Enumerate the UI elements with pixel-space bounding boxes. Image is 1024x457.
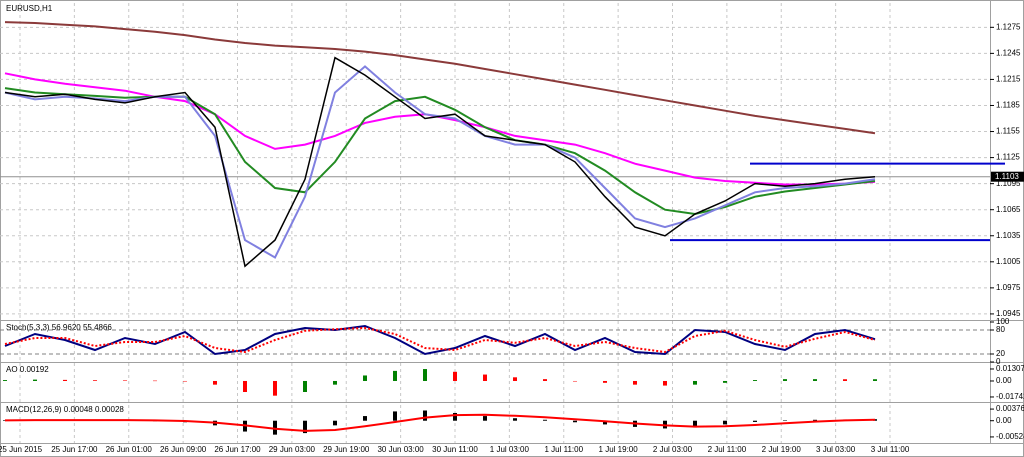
histogram-bar: [723, 420, 727, 425]
y-tick-label: 1.1065: [996, 205, 1021, 214]
indicator-label: MACD(12,26,9) 0.00048 0.00028: [6, 405, 124, 414]
symbol-title: EURUSD,H1: [6, 4, 53, 13]
histogram-bar: [543, 419, 547, 421]
series-line: [4, 324, 876, 356]
histogram-bar: [303, 420, 307, 434]
histogram-bar: [693, 420, 697, 428]
histogram-bar: [423, 369, 427, 381]
histogram-bar: [603, 420, 607, 425]
histogram-bar: [573, 380, 577, 382]
histogram-bar: [243, 380, 247, 392]
time-label: 25 Jun 2015: [0, 445, 43, 454]
y-tick-label: 1.1005: [996, 257, 1021, 266]
y-tick-label: 1.1125: [996, 153, 1020, 162]
y-tick-label: 100: [996, 317, 1010, 326]
histogram-bar: [813, 419, 817, 421]
histogram-bar: [753, 420, 757, 422]
y-tick-label: 1.1275: [996, 22, 1021, 31]
y-tick-label: 0: [996, 357, 1001, 366]
histogram-bar: [813, 379, 817, 381]
time-label: 30 Jun 11:00: [432, 445, 478, 454]
histogram-bar: [183, 380, 187, 382]
histogram-bar: [513, 418, 517, 421]
time-label: 1 Jul 11:00: [544, 445, 583, 454]
histogram-bar: [783, 420, 787, 421]
histogram-bar: [633, 380, 637, 385]
y-tick-label: 0.00: [996, 376, 1012, 385]
y-tick-label: 20: [996, 349, 1005, 358]
time-label: 2 Jul 11:00: [708, 445, 747, 454]
histogram-bar: [33, 379, 37, 381]
time-label: 26 Jun 01:00: [106, 445, 153, 454]
y-tick-label: 1.1215: [996, 75, 1021, 84]
indicator-label: AO 0.00192: [6, 365, 49, 374]
series-line: [4, 413, 876, 432]
histogram-bar: [123, 380, 127, 381]
histogram-bar: [693, 380, 697, 385]
histogram-bar: [843, 379, 847, 381]
time-label: 3 Jul 11:00: [871, 445, 910, 454]
histogram-bar: [333, 380, 337, 385]
histogram-bar: [273, 420, 277, 435]
histogram-bar: [93, 380, 97, 381]
histogram-bar: [393, 411, 397, 421]
histogram-bar: [513, 377, 517, 381]
histogram-bar: [333, 420, 337, 426]
time-label: 3 Jul 03:00: [816, 445, 856, 454]
histogram-bar: [573, 420, 577, 423]
y-tick-label: 80: [996, 325, 1005, 334]
current-price-label: 1.1103: [995, 172, 1019, 181]
y-tick-label: -0.01742: [996, 392, 1024, 401]
histogram-bar: [303, 380, 307, 392]
current-price-box: [991, 171, 1024, 182]
y-tick-label: 1.1245: [996, 48, 1021, 57]
histogram-bar: [663, 380, 667, 386]
histogram-bar: [483, 416, 487, 421]
time-label: 1 Jul 03:00: [490, 445, 530, 454]
histogram-bar: [63, 379, 67, 381]
series-line: [4, 56, 876, 268]
indicator-label: Stoch(5,3,3) 56.9620 55.4866: [6, 323, 112, 332]
histogram-bar: [423, 410, 427, 421]
y-tick-label: -0.00524: [996, 432, 1024, 441]
time-label: 1 Jul 19:00: [599, 445, 639, 454]
time-label: 2 Jul 19:00: [762, 445, 802, 454]
histogram-bar: [753, 380, 757, 381]
y-tick-label: 1.0945: [996, 309, 1021, 318]
histogram-bar: [543, 379, 547, 381]
histogram-bar: [873, 379, 877, 381]
histogram-bar: [603, 380, 607, 383]
y-tick-label: 1.1035: [996, 231, 1021, 240]
time-label: 29 Jun 03:00: [269, 445, 316, 454]
histogram-bar: [783, 379, 787, 381]
histogram-bar: [3, 380, 7, 381]
histogram-bar: [363, 416, 367, 421]
series-line: [4, 21, 876, 135]
y-tick-label: 1.1185: [996, 101, 1020, 110]
time-label: 26 Jun 17:00: [214, 445, 261, 454]
histogram-bar: [453, 412, 457, 421]
histogram-bar: [393, 370, 397, 381]
time-label: 2 Jul 03:00: [653, 445, 693, 454]
y-tick-label: 0.01307: [996, 364, 1024, 373]
histogram-bar: [363, 375, 367, 381]
time-label: 29 Jun 19:00: [323, 445, 370, 454]
time-label: 30 Jun 03:00: [377, 445, 424, 454]
y-tick-label: 1.1155: [996, 127, 1020, 136]
y-tick-label: 1.1095: [996, 179, 1021, 188]
histogram-bar: [213, 380, 217, 385]
histogram-bar: [3, 420, 7, 421]
y-tick-label: 0.00: [996, 416, 1012, 425]
histogram-bar: [273, 380, 277, 396]
y-tick-label: 0.00376: [996, 404, 1024, 413]
time-label: 25 Jun 17:00: [51, 445, 98, 454]
time-label: 26 Jun 09:00: [160, 445, 207, 454]
histogram-bar: [723, 380, 727, 383]
histogram-bar: [483, 374, 487, 381]
histogram-bar: [453, 371, 457, 381]
histogram-bar: [153, 380, 157, 382]
y-tick-label: 1.0975: [996, 283, 1021, 292]
